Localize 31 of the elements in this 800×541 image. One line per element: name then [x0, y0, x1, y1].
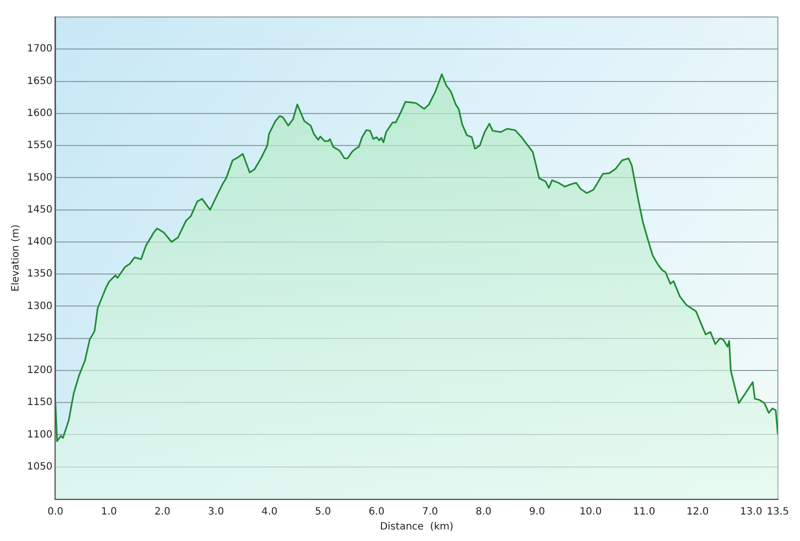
x-tick-label: 5.0	[315, 506, 331, 518]
x-tick-label: 4.0	[262, 506, 278, 518]
y-tick-label: 1700	[26, 44, 52, 55]
y-tick-label: 1200	[26, 365, 52, 376]
y-tick-label: 1400	[26, 236, 52, 248]
y-tick-label: 1550	[26, 140, 52, 152]
x-tick-label: 3.0	[208, 506, 224, 518]
y-tick-label: 1500	[26, 172, 52, 184]
x-tick-label: 13.0	[740, 506, 762, 518]
y-axis-title: Elevation (m)	[10, 224, 22, 292]
x-tick-label: 9.0	[529, 506, 546, 518]
y-tick-label: 1250	[26, 332, 52, 344]
x-tick-label: 10.0	[579, 506, 602, 518]
y-tick-label: 1350	[26, 268, 52, 280]
x-tick-label: 11.0	[632, 506, 656, 518]
y-tick-label: 1650	[26, 76, 52, 87]
x-tick-label: 12.0	[686, 506, 709, 518]
x-tick-label: 0.0	[47, 506, 64, 518]
x-tick-label: 8.0	[476, 506, 492, 518]
y-tick-label: 1050	[26, 461, 52, 472]
y-tick-label: 1150	[26, 397, 52, 408]
x-tick-label: 13.5	[766, 506, 789, 518]
x-tick-label: 6.0	[368, 506, 384, 518]
x-axis-title: Distance (km)	[380, 522, 454, 533]
y-tick-label: 1600	[26, 108, 52, 119]
x-tick-label: 7.0	[422, 506, 438, 518]
x-tick-label: 1.0	[101, 506, 117, 518]
y-tick-label: 1100	[26, 429, 52, 440]
y-tick-label: 1450	[26, 204, 52, 216]
x-tick-label: 2.0	[154, 506, 170, 518]
y-tick-label: 1300	[26, 300, 52, 312]
